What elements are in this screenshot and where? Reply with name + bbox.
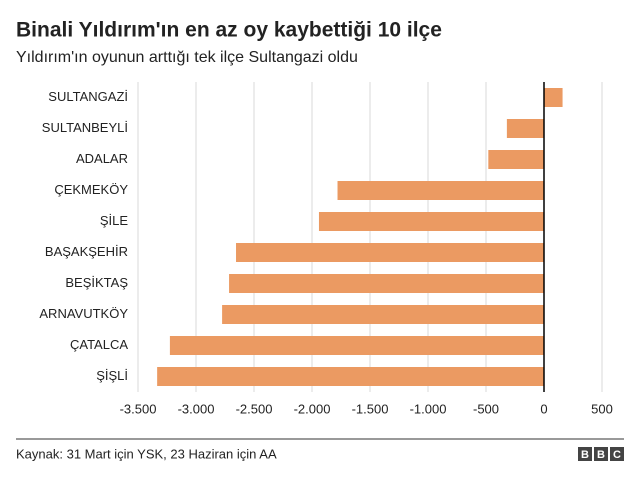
y-tick-label: ŞİŞLİ bbox=[96, 368, 128, 383]
bar bbox=[169, 336, 544, 355]
logo-letter: B bbox=[597, 449, 605, 461]
bar bbox=[544, 88, 563, 107]
y-tick-label: BEŞİKTAŞ bbox=[65, 275, 128, 290]
y-tick-label: ÇEKMEKÖY bbox=[54, 182, 128, 197]
bar bbox=[506, 119, 544, 138]
logo-box bbox=[578, 447, 592, 461]
y-tick-label: ARNAVUTKÖY bbox=[39, 306, 128, 321]
x-tick-label: -3.500 bbox=[120, 401, 157, 416]
chart-title: Binali Yıldırım'ın en az oy kaybettiği 1… bbox=[16, 19, 442, 42]
x-tick-label: 500 bbox=[591, 401, 613, 416]
x-tick-label: -3.000 bbox=[178, 401, 215, 416]
source: Kaynak: 31 Mart için YSK, 23 Haziran içi… bbox=[16, 446, 277, 461]
y-tick-label: ADALAR bbox=[76, 151, 128, 166]
logo-letter: B bbox=[581, 449, 589, 461]
x-tick-label: -2.500 bbox=[236, 401, 273, 416]
x-tick-label: 0 bbox=[540, 401, 547, 416]
bar bbox=[318, 212, 544, 231]
x-tick-label: -1.000 bbox=[410, 401, 447, 416]
y-tick-label: SULTANBEYLİ bbox=[42, 120, 128, 135]
y-tick-label: BAŞAKŞEHİR bbox=[45, 244, 128, 259]
x-tick-label: -1.500 bbox=[352, 401, 389, 416]
chart-subtitle: Yıldırım'ın oyunun arttığı tek ilçe Sult… bbox=[16, 49, 358, 66]
bar bbox=[236, 243, 544, 262]
logo-letter: C bbox=[613, 449, 621, 461]
bar bbox=[222, 305, 544, 324]
bar bbox=[488, 150, 544, 169]
x-tick-label: -500 bbox=[473, 401, 499, 416]
y-tick-label: SULTANGAZİ bbox=[48, 89, 128, 104]
logo-box bbox=[610, 447, 624, 461]
bar bbox=[229, 274, 544, 293]
x-tick-label: -2.000 bbox=[294, 401, 331, 416]
logo-box bbox=[594, 447, 608, 461]
bar bbox=[337, 181, 544, 200]
y-tick-label: ŞİLE bbox=[100, 213, 129, 228]
bar bbox=[157, 367, 544, 386]
y-tick-label: ÇATALCA bbox=[70, 337, 128, 352]
